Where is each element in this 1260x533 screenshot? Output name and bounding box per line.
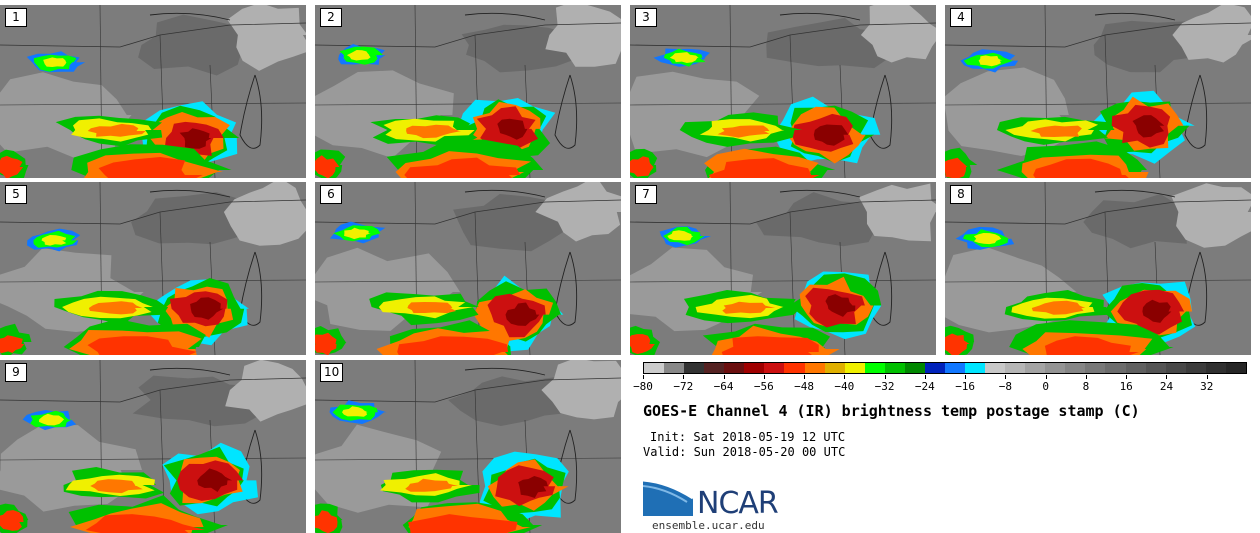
colorbar-swatch — [744, 363, 765, 373]
colorbar-tick-label: 32 — [1200, 380, 1214, 393]
colorbar-swatch — [985, 363, 1006, 373]
colorbar-swatch — [1045, 363, 1066, 373]
postage-stamp-panel: 9 — [0, 360, 306, 533]
colorbar-tick-label: −64 — [713, 380, 734, 393]
colorbar-tick — [924, 375, 926, 379]
colorbar-swatch — [1145, 363, 1166, 373]
colorbar-tick — [643, 375, 644, 379]
colorbar-tick-label: −80 — [633, 380, 653, 393]
colorbar-tick-label: 0 — [1042, 380, 1049, 393]
logo-text: NCAR — [697, 486, 779, 521]
colorbar-tick-label: 24 — [1159, 380, 1174, 393]
colorbar-tick — [683, 375, 685, 379]
colorbar-swatch — [965, 363, 986, 373]
colorbar-swatch — [824, 363, 845, 373]
colorbar-swatch — [944, 363, 965, 373]
colorbar-tick — [884, 375, 886, 379]
colorbar-swatch — [724, 363, 745, 373]
colorbar-swatch — [884, 363, 905, 373]
postage-stamp-panel: 10 — [315, 360, 621, 533]
colorbar-tick — [844, 375, 846, 379]
postage-stamp-panel: 2 — [315, 5, 621, 178]
ncar-logo-icon — [643, 478, 694, 516]
colorbar-tick — [1166, 375, 1168, 379]
colorbar-tick — [1045, 375, 1047, 379]
colorbar-tick-label: −8 — [998, 380, 1013, 393]
panel-number-label: 5 — [5, 185, 27, 204]
colorbar-swatch — [1065, 363, 1086, 373]
colorbar-tick-label: 8 — [1082, 380, 1090, 393]
colorbar-swatch — [644, 363, 665, 373]
satellite-imagery — [315, 5, 621, 178]
satellite-imagery — [315, 182, 621, 355]
satellite-imagery — [630, 5, 936, 178]
colorbar-tick — [723, 375, 725, 379]
colorbar-swatch — [664, 363, 685, 373]
colorbar-swatch — [844, 363, 865, 373]
colorbar-tick-label: −16 — [955, 380, 976, 393]
colorbar-swatch — [924, 363, 945, 373]
satellite-imagery — [630, 182, 936, 355]
colorbar-swatch — [764, 363, 785, 373]
colorbar-tick-label: −72 — [673, 380, 694, 393]
satellite-imagery — [0, 5, 306, 178]
colorbar-swatch — [904, 363, 925, 373]
figure-title: GOES-E Channel 4 (IR) brightness temp po… — [643, 402, 1140, 420]
colorbar-tick — [804, 375, 806, 379]
colorbar-tick — [1085, 375, 1087, 379]
colorbar-tick — [1126, 375, 1128, 379]
satellite-imagery — [945, 5, 1251, 178]
colorbar-tick — [1206, 375, 1208, 379]
postage-stamp-panel: 7 — [630, 182, 936, 355]
postage-stamp-panel: 1 — [0, 5, 306, 178]
panel-number-label: 3 — [635, 8, 657, 27]
colorbar-tick — [965, 375, 967, 379]
colorbar-tick-label: −40 — [834, 380, 855, 393]
postage-stamp-panel: 6 — [315, 182, 621, 355]
colorbar-swatch — [684, 363, 705, 373]
satellite-imagery — [945, 182, 1251, 355]
postage-stamp-panel: 5 — [0, 182, 306, 355]
satellite-imagery — [0, 182, 306, 355]
panel-number-label: 10 — [320, 363, 344, 382]
panel-number-label: 4 — [950, 8, 972, 27]
panel-number-label: 9 — [5, 363, 27, 382]
panel-number-label: 6 — [320, 185, 342, 204]
site-url: ensemble.ucar.edu — [652, 519, 765, 532]
panel-number-label: 2 — [320, 8, 342, 27]
colorbar-tick — [1005, 375, 1007, 379]
valid-time: Valid: Sun 2018-05-20 00 UTC — [643, 445, 846, 459]
colorbar-swatch — [864, 363, 885, 373]
colorbar-swatch — [1025, 363, 1046, 373]
colorbar-swatch — [1085, 363, 1106, 373]
colorbar-swatch — [704, 363, 725, 373]
colorbar-swatch — [1005, 363, 1026, 373]
panel-number-label: 8 — [950, 185, 972, 204]
colorbar — [643, 362, 1247, 374]
init-time: Init: Sat 2018-05-19 12 UTC — [650, 430, 846, 444]
colorbar-swatch — [1225, 363, 1246, 373]
colorbar-swatch — [1165, 363, 1186, 373]
colorbar-tick — [763, 375, 765, 379]
colorbar-ticks: −80 −72 −64 −56 −48 −40 −32 −24 −16 −8 0 8 16 24 32 — [633, 375, 1247, 395]
satellite-imagery — [315, 360, 621, 533]
satellite-imagery — [0, 360, 306, 533]
colorbar-swatch — [1105, 363, 1126, 373]
colorbar-swatch — [804, 363, 825, 373]
postage-stamp-panel: 8 — [945, 182, 1251, 355]
colorbar-swatch — [784, 363, 805, 373]
postage-stamp-panel: 3 — [630, 5, 936, 178]
panel-number-label: 1 — [5, 8, 27, 27]
colorbar-swatch — [1125, 363, 1146, 373]
panel-number-label: 7 — [635, 185, 657, 204]
colorbar-swatch — [1205, 363, 1226, 373]
colorbar-swatch — [1185, 363, 1206, 373]
colorbar-tick-label: −24 — [914, 380, 935, 393]
colorbar-tick-label: −56 — [753, 380, 774, 393]
colorbar-tick-label: 16 — [1119, 380, 1133, 393]
colorbar-tick-label: −32 — [874, 380, 895, 393]
postage-stamp-panel: 4 — [945, 5, 1251, 178]
colorbar-tick-label: −48 — [794, 380, 814, 393]
